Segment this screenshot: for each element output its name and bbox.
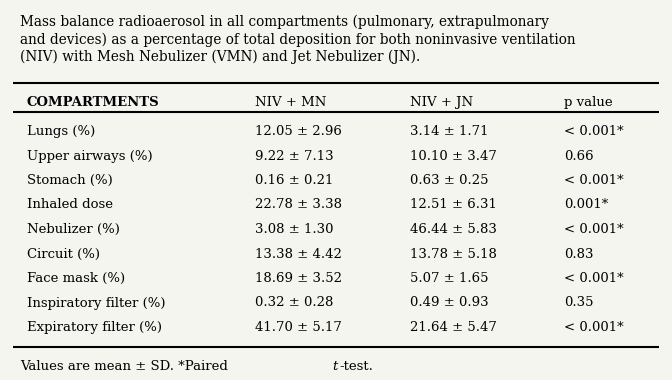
Text: 46.44 ± 5.83: 46.44 ± 5.83 bbox=[410, 223, 497, 236]
Text: Upper airways (%): Upper airways (%) bbox=[27, 149, 153, 163]
Text: 0.001*: 0.001* bbox=[564, 198, 609, 212]
Text: 3.08 ± 1.30: 3.08 ± 1.30 bbox=[255, 223, 334, 236]
Text: < 0.001*: < 0.001* bbox=[564, 223, 624, 236]
Text: -test.: -test. bbox=[339, 361, 373, 374]
Text: NIV + MN: NIV + MN bbox=[255, 96, 327, 109]
Text: COMPARTMENTS: COMPARTMENTS bbox=[27, 96, 159, 109]
Text: 41.70 ± 5.17: 41.70 ± 5.17 bbox=[255, 321, 342, 334]
Text: < 0.001*: < 0.001* bbox=[564, 174, 624, 187]
Text: 5.07 ± 1.65: 5.07 ± 1.65 bbox=[410, 272, 489, 285]
Text: Nebulizer (%): Nebulizer (%) bbox=[27, 223, 120, 236]
Text: Values are mean ± SD. *Paired: Values are mean ± SD. *Paired bbox=[20, 361, 233, 374]
Text: Expiratory filter (%): Expiratory filter (%) bbox=[27, 321, 162, 334]
Text: 0.35: 0.35 bbox=[564, 296, 594, 309]
Text: Lungs (%): Lungs (%) bbox=[27, 125, 95, 138]
Text: NIV + JN: NIV + JN bbox=[410, 96, 473, 109]
Text: Mass balance radioaerosol in all compartments (pulmonary, extrapulmonary: Mass balance radioaerosol in all compart… bbox=[20, 15, 549, 29]
Text: 0.63 ± 0.25: 0.63 ± 0.25 bbox=[410, 174, 489, 187]
Text: 13.78 ± 5.18: 13.78 ± 5.18 bbox=[410, 247, 497, 261]
Text: Circuit (%): Circuit (%) bbox=[27, 247, 100, 261]
Text: 0.32 ± 0.28: 0.32 ± 0.28 bbox=[255, 296, 334, 309]
Text: 0.66: 0.66 bbox=[564, 149, 594, 163]
Text: Inspiratory filter (%): Inspiratory filter (%) bbox=[27, 296, 165, 309]
Text: Stomach (%): Stomach (%) bbox=[27, 174, 113, 187]
Text: Inhaled dose: Inhaled dose bbox=[27, 198, 113, 212]
Text: 13.38 ± 4.42: 13.38 ± 4.42 bbox=[255, 247, 342, 261]
Text: Face mask (%): Face mask (%) bbox=[27, 272, 125, 285]
Text: p value: p value bbox=[564, 96, 613, 109]
Text: 18.69 ± 3.52: 18.69 ± 3.52 bbox=[255, 272, 342, 285]
Text: 9.22 ± 7.13: 9.22 ± 7.13 bbox=[255, 149, 334, 163]
Text: t: t bbox=[333, 361, 338, 374]
Text: (NIV) with Mesh Nebulizer (VMN) and Jet Nebulizer (JN).: (NIV) with Mesh Nebulizer (VMN) and Jet … bbox=[20, 50, 421, 64]
Text: < 0.001*: < 0.001* bbox=[564, 125, 624, 138]
Text: < 0.001*: < 0.001* bbox=[564, 272, 624, 285]
Text: < 0.001*: < 0.001* bbox=[564, 321, 624, 334]
Text: 22.78 ± 3.38: 22.78 ± 3.38 bbox=[255, 198, 342, 212]
Text: and devices) as a percentage of total deposition for both noninvasive ventilatio: and devices) as a percentage of total de… bbox=[20, 33, 576, 47]
Text: 10.10 ± 3.47: 10.10 ± 3.47 bbox=[410, 149, 497, 163]
Text: 0.83: 0.83 bbox=[564, 247, 594, 261]
Text: 0.16 ± 0.21: 0.16 ± 0.21 bbox=[255, 174, 334, 187]
Text: 0.49 ± 0.93: 0.49 ± 0.93 bbox=[410, 296, 489, 309]
Text: 3.14 ± 1.71: 3.14 ± 1.71 bbox=[410, 125, 489, 138]
Text: 12.05 ± 2.96: 12.05 ± 2.96 bbox=[255, 125, 342, 138]
Text: 12.51 ± 6.31: 12.51 ± 6.31 bbox=[410, 198, 497, 212]
Text: 21.64 ± 5.47: 21.64 ± 5.47 bbox=[410, 321, 497, 334]
